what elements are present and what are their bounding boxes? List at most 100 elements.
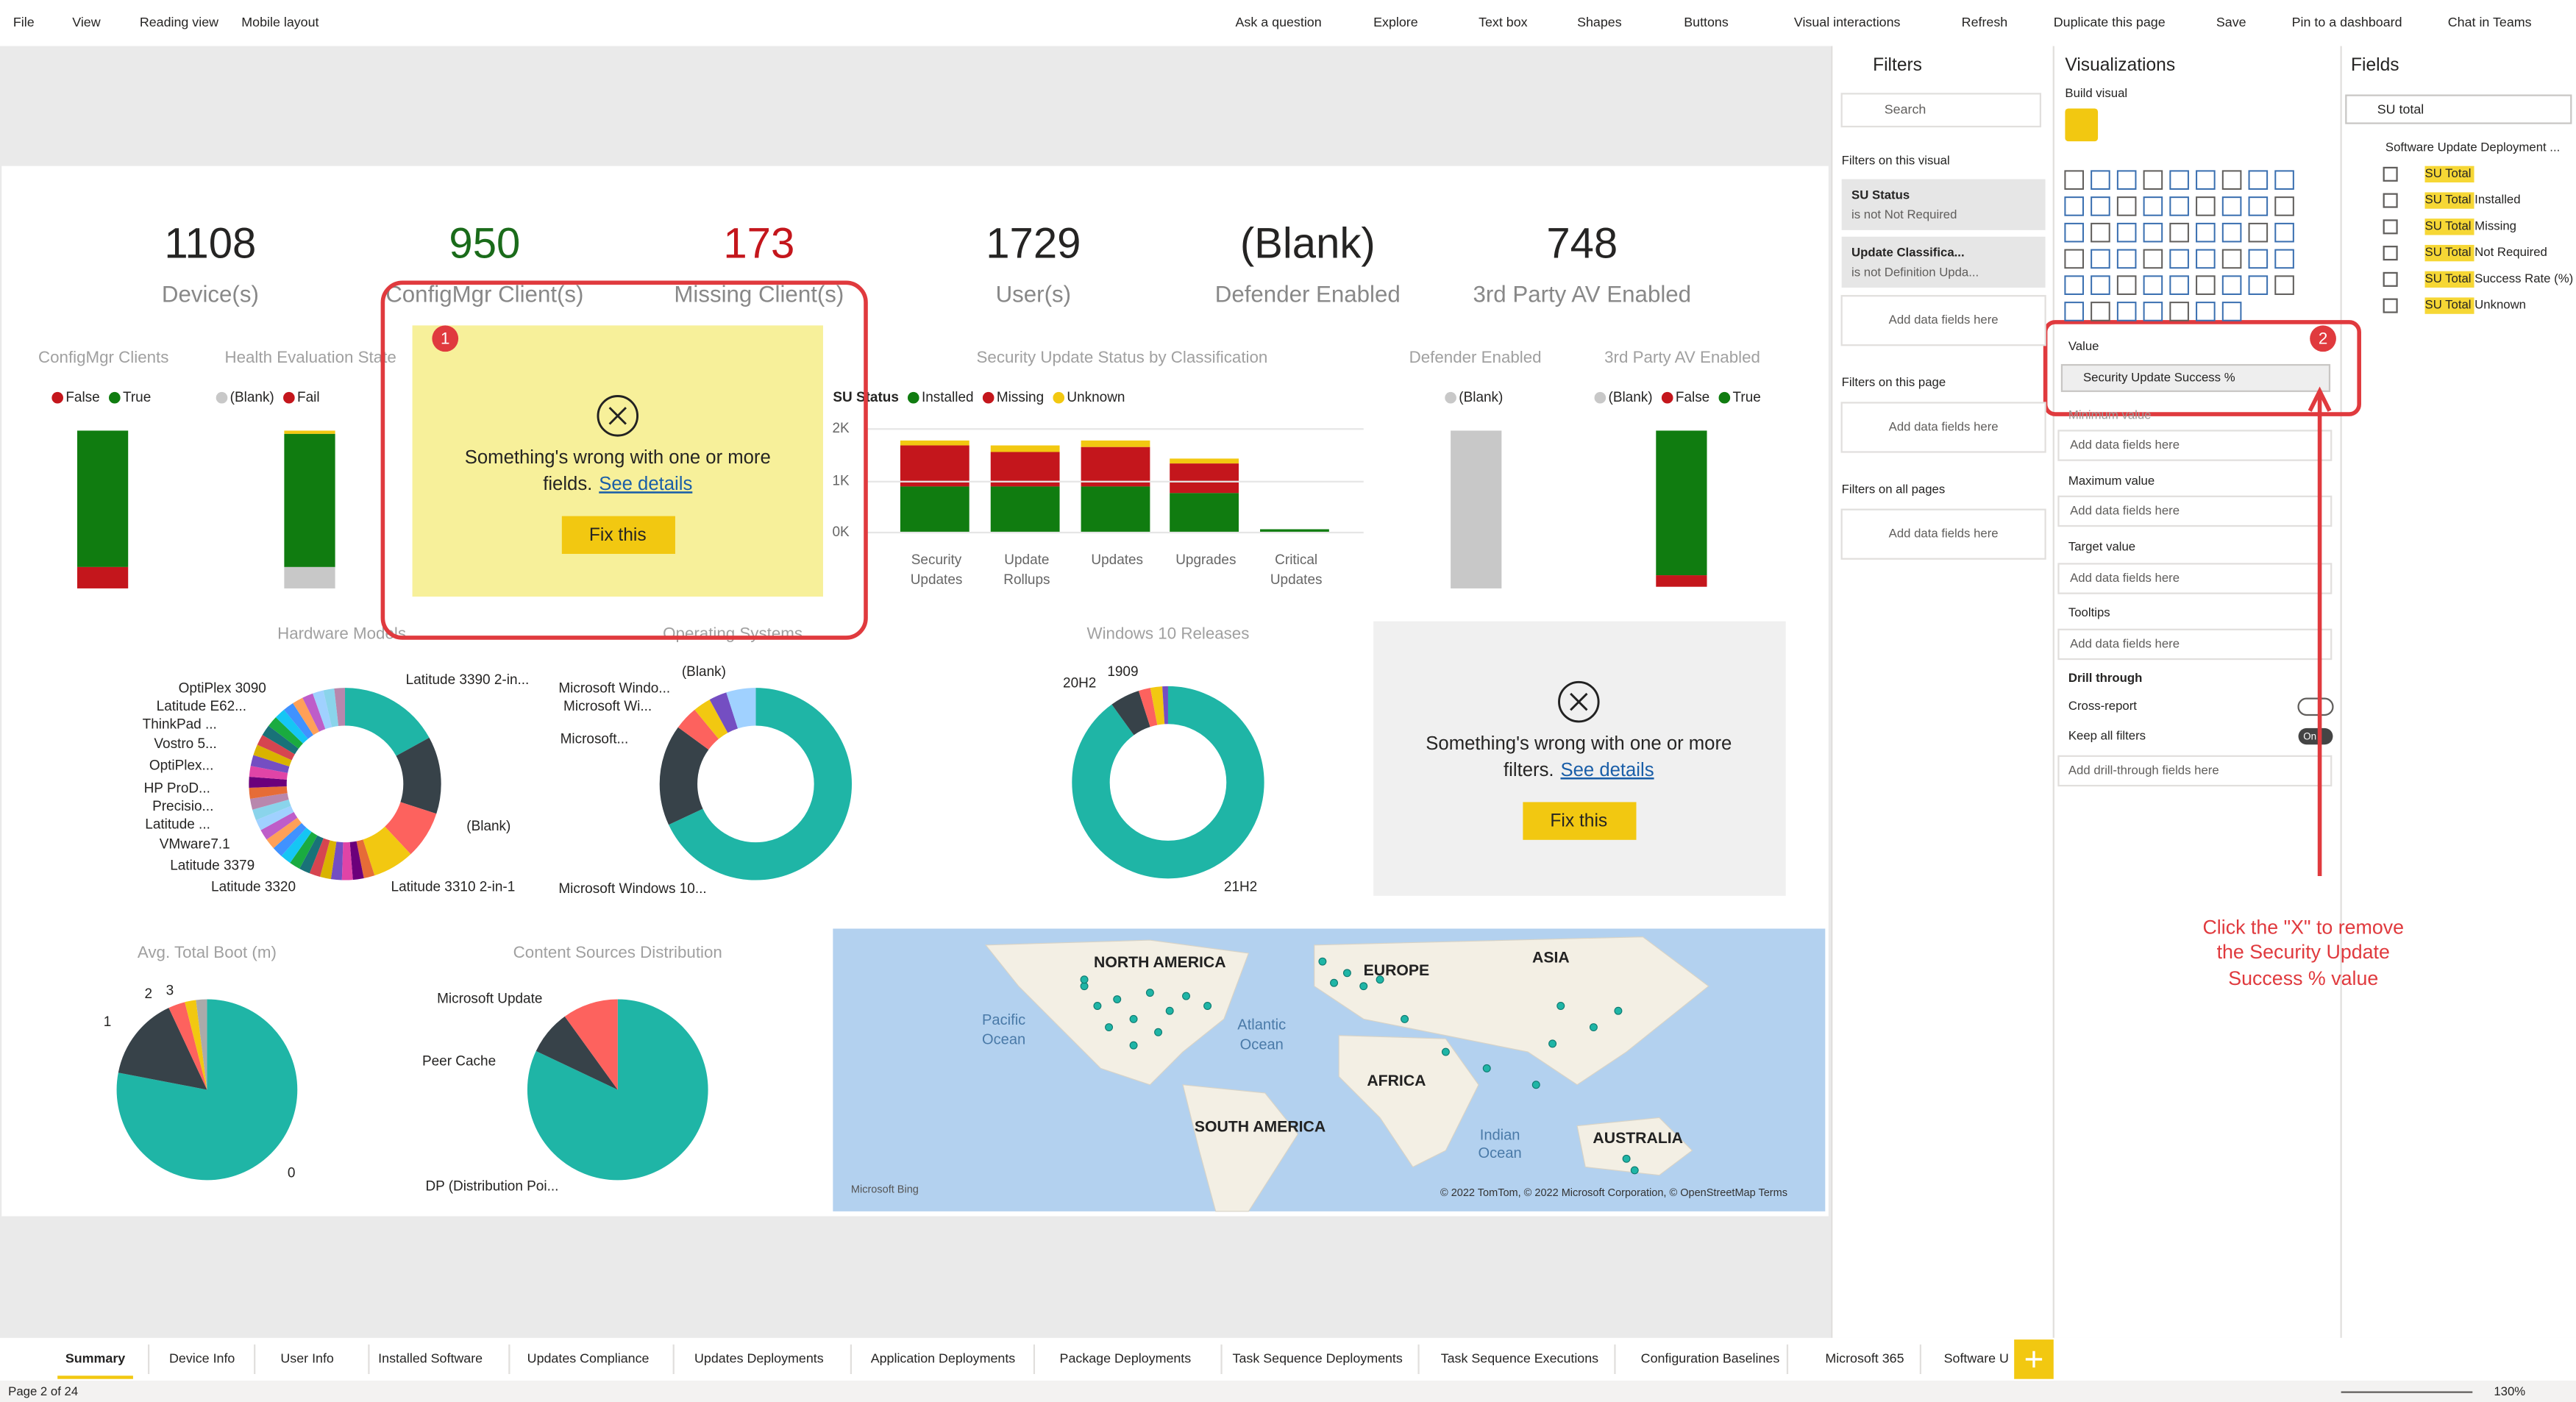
visual-icon[interactable] [2196, 249, 2216, 269]
field-item[interactable]: SU Total Missing [2425, 219, 2516, 233]
visual-icon[interactable] [2116, 170, 2137, 190]
visual-icon[interactable] [2274, 196, 2294, 216]
visual-icon[interactable] [2274, 275, 2294, 295]
checkbox[interactable] [2383, 193, 2398, 208]
toolbar-button[interactable]: Ask a question [1236, 15, 1322, 29]
page-tab[interactable]: Microsoft 365 [1825, 1351, 1904, 1366]
visual-icon[interactable] [2169, 302, 2189, 321]
field-item[interactable]: SU Total [2425, 166, 2472, 180]
page-tab[interactable]: Configuration Baselines [1641, 1351, 1780, 1366]
field-pill[interactable] [2060, 363, 2331, 392]
visual-icon[interactable] [2196, 275, 2216, 295]
visual-icon[interactable] [2169, 170, 2189, 190]
page-tab[interactable]: Software U [1944, 1351, 2009, 1366]
menu-item[interactable]: View [72, 15, 100, 29]
visual-icon[interactable] [2143, 275, 2163, 295]
visual-icon[interactable] [2196, 302, 2216, 321]
menu-item[interactable]: File [13, 15, 35, 29]
visual-icon[interactable] [2221, 222, 2242, 243]
visual-icon[interactable] [2064, 249, 2084, 269]
page-tab[interactable]: User Info [280, 1351, 334, 1366]
menu-item[interactable]: Reading view [140, 15, 218, 29]
visual-icon[interactable] [2221, 249, 2242, 269]
page-tab[interactable]: Device Info [169, 1351, 235, 1366]
field-item[interactable]: SU Total Not Required [2425, 246, 2547, 260]
toolbar-button[interactable]: Visual interactions [1794, 15, 1901, 29]
search-text[interactable]: SU total [2377, 102, 2424, 116]
toolbar-button[interactable]: Buttons [1684, 15, 1729, 29]
checkbox[interactable] [2383, 271, 2398, 287]
page-tab[interactable]: Installed Software [378, 1351, 483, 1366]
visual-icon[interactable] [2248, 275, 2269, 295]
checkbox[interactable] [2383, 166, 2398, 182]
visual-icon[interactable] [2116, 196, 2137, 216]
visual-icon[interactable] [2091, 196, 2110, 216]
visual-icon[interactable] [2116, 222, 2137, 243]
visual-icon[interactable] [2169, 222, 2189, 243]
visual-icon[interactable] [2116, 275, 2137, 295]
page-tab[interactable]: Package Deployments [1060, 1351, 1192, 1366]
visual-icon[interactable] [2196, 196, 2216, 216]
build-tab[interactable] [2065, 108, 2099, 142]
page-tab[interactable]: Summary [65, 1351, 125, 1366]
visual-icon[interactable] [2143, 222, 2163, 243]
checkbox[interactable] [2383, 219, 2398, 235]
visual-icon[interactable] [2221, 302, 2242, 321]
see-details-link[interactable]: See details [1560, 760, 1654, 780]
search-box[interactable] [1840, 93, 2042, 128]
visual-icon[interactable] [2116, 302, 2137, 321]
field-item[interactable]: SU Total Success Rate (%) [2425, 271, 2574, 285]
visual-icon[interactable] [2274, 222, 2294, 243]
visual-icon[interactable] [2248, 170, 2269, 190]
visual-icon[interactable] [2116, 249, 2137, 269]
field-item[interactable]: SU Total Installed [2425, 193, 2521, 207]
page-tab[interactable]: Task Sequence Executions [1441, 1351, 1598, 1366]
visual-icon[interactable] [2064, 222, 2084, 243]
visual-icon[interactable] [2091, 249, 2110, 269]
visual-icon[interactable] [2169, 249, 2189, 269]
visual-icon[interactable] [2143, 196, 2163, 216]
visual-icon[interactable] [2143, 249, 2163, 269]
visual-icon[interactable] [2248, 222, 2269, 243]
toolbar-button[interactable]: Refresh [1962, 15, 2008, 29]
visual-icon[interactable] [2143, 302, 2163, 321]
search-box[interactable] [2345, 94, 2572, 124]
visual-icon[interactable] [2221, 275, 2242, 295]
fix-button[interactable] [561, 516, 675, 555]
fix-button-label[interactable]: Fix this [1550, 811, 1607, 831]
visual-icon[interactable] [2091, 170, 2110, 190]
visual-icon[interactable] [2091, 302, 2110, 321]
checkbox[interactable] [2383, 246, 2398, 261]
fix-button[interactable] [1523, 802, 1637, 840]
toolbar-button[interactable]: Chat in Teams [2448, 15, 2532, 29]
visual-icon[interactable] [2248, 249, 2269, 269]
visual-icon[interactable] [2169, 196, 2189, 216]
visual-icon[interactable] [2064, 170, 2084, 190]
page-tab[interactable]: Task Sequence Deployments [1233, 1351, 1403, 1366]
see-details-link[interactable]: See details [599, 474, 692, 494]
visual-icon[interactable] [2091, 275, 2110, 295]
visual-icon[interactable] [2221, 196, 2242, 216]
toolbar-button[interactable]: Save [2216, 15, 2246, 29]
checkbox[interactable] [2383, 298, 2398, 313]
visual-icon[interactable] [2143, 170, 2163, 190]
page-tab[interactable]: Application Deployments [871, 1351, 1016, 1366]
toolbar-button[interactable]: Pin to a dashboard [2292, 15, 2402, 29]
visual-icon[interactable] [2196, 222, 2216, 243]
visual-icon[interactable] [2091, 222, 2110, 243]
visual-icon[interactable] [2221, 170, 2242, 190]
fix-button-label[interactable]: Fix this [589, 525, 647, 545]
search-placeholder[interactable]: Search [1885, 102, 1926, 116]
toggle[interactable] [2297, 697, 2334, 716]
filter-card[interactable] [1841, 236, 2046, 288]
visual-icon[interactable] [2064, 302, 2084, 321]
visual-icon[interactable] [2064, 196, 2084, 216]
visual-icon[interactable] [2274, 249, 2294, 269]
toolbar-button[interactable]: Duplicate this page [2054, 15, 2166, 29]
visual-icon[interactable] [2196, 170, 2216, 190]
page-tab[interactable]: Updates Deployments [694, 1351, 824, 1366]
visual-icon[interactable] [2064, 275, 2084, 295]
toolbar-button[interactable]: Text box [1479, 15, 1528, 29]
visual-icon[interactable] [2248, 196, 2269, 216]
filter-card[interactable] [1841, 179, 2046, 230]
